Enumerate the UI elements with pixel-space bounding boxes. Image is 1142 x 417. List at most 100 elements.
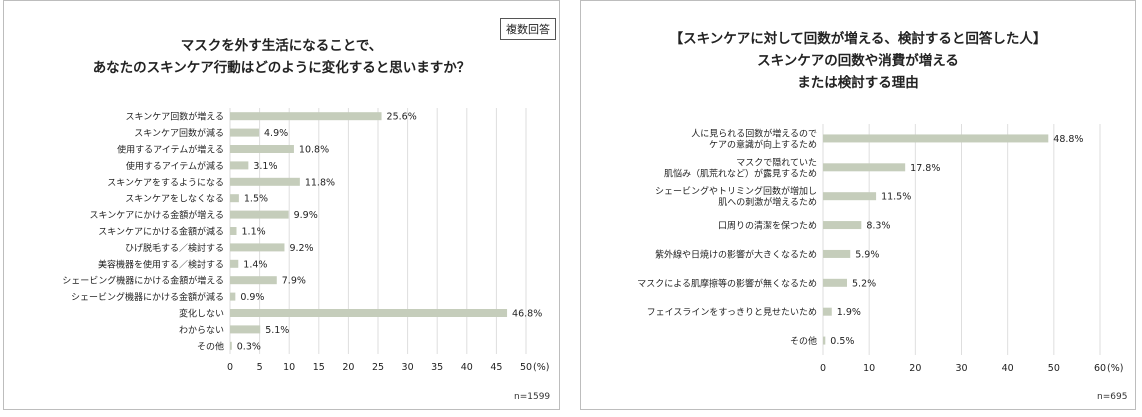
- category-label: シェービング機器にかける金額が減る: [71, 291, 224, 303]
- sample-size-label-left: n=1599: [514, 392, 551, 402]
- category-label: スキンケアをしなくなる: [125, 194, 224, 205]
- category-label: フェイスラインをすっきりと見せたいため: [647, 307, 817, 318]
- bar: [823, 336, 826, 345]
- x-unit-label: (%): [1107, 363, 1123, 374]
- bar: [230, 276, 277, 285]
- x-tick-label: 40: [461, 362, 473, 373]
- x-tick-label: 45: [490, 362, 502, 373]
- chart-title-right-line-2: スキンケアの回数や消費が増える: [757, 53, 959, 69]
- category-label: 紫外線や日焼けの影響が大きくなるため: [655, 248, 817, 260]
- x-tick-label: 60: [1094, 363, 1106, 374]
- data-label: 9.9%: [294, 210, 318, 221]
- chart-panel-right: 【スキンケアに対して回数が増える、検討すると回答した人】 スキンケアの回数や消費…: [580, 0, 1136, 410]
- bar: [230, 292, 236, 301]
- bar: [823, 278, 848, 287]
- data-label: 0.5%: [830, 336, 854, 347]
- data-label: 48.8%: [1053, 134, 1083, 145]
- data-label: 5.9%: [855, 249, 879, 260]
- data-label: 10.8%: [299, 145, 329, 156]
- bar: [230, 194, 239, 203]
- bar: [823, 221, 862, 230]
- category-label: スキンケア回数が減る: [134, 127, 224, 139]
- x-tick-label: 40: [1002, 363, 1014, 374]
- category-label: シェービング機器にかける金額が増える: [62, 275, 224, 287]
- data-label: 8.3%: [866, 221, 890, 232]
- category-label: 美容機器を使用する／検討する: [98, 258, 224, 270]
- category-label: ひげ脱毛する／検討する: [125, 242, 224, 254]
- data-label: 11.5%: [881, 192, 911, 203]
- bar: [823, 249, 851, 258]
- data-label: 9.2%: [289, 243, 313, 254]
- bar: [823, 163, 906, 172]
- x-tick-label: 0: [820, 363, 826, 374]
- data-label: 1.9%: [837, 307, 861, 318]
- bar: [230, 325, 261, 334]
- x-tick-label: 15: [313, 362, 325, 373]
- x-tick-label: 35: [431, 362, 443, 373]
- bar: [230, 259, 239, 268]
- data-label: 46.8%: [512, 309, 542, 320]
- x-tick-label: 50: [520, 362, 532, 373]
- multiple-answer-badge: 複数回答: [500, 18, 556, 40]
- chart-title-right: 【スキンケアに対して回数が増える、検討すると回答した人】 スキンケアの回数や消費…: [581, 28, 1135, 94]
- data-label: 0.3%: [237, 341, 261, 352]
- bar-chart-left: 0 5 10 15 20 25 30 35 40 45 50 (%) 25.6% スキンケア回数が増える 4…: [62, 108, 549, 373]
- category-label: スキンケア回数が増える: [126, 111, 224, 123]
- bar: [823, 192, 877, 201]
- data-label: 5.2%: [852, 278, 876, 289]
- data-label: 5.1%: [265, 325, 289, 336]
- bar: [230, 145, 294, 153]
- data-label: 7.9%: [282, 276, 306, 287]
- data-label: 1.1%: [242, 227, 266, 238]
- chart-title-left-line-1: マスクを外す生活になることで、: [180, 38, 383, 54]
- category-label: 口周りの清潔を保つため: [718, 220, 817, 232]
- x-tick-label: 30: [402, 362, 414, 373]
- x-tick-label: 5: [257, 362, 263, 373]
- bar-chart-right: 0 10 20 30 40 50 60 (%) 48.8% 人に見られる回数が増えるのでケアの意識…: [637, 124, 1123, 374]
- bar: [230, 210, 289, 219]
- x-tick-label: 30: [955, 363, 967, 374]
- bar: [230, 128, 260, 137]
- x-tick-label: 25: [372, 362, 384, 373]
- bar: [230, 243, 285, 252]
- category-label: スキンケアにかける金額が増える: [90, 209, 224, 221]
- bar: [230, 177, 300, 186]
- category-label: 使用するアイテムが増える: [117, 144, 224, 156]
- category-label: その他: [790, 335, 817, 347]
- bar: [230, 341, 232, 350]
- category-label: スキンケアにかける金額が減る: [98, 226, 224, 238]
- category-label: 使用するアイテムが減る: [126, 160, 224, 172]
- x-tick-label: 10: [283, 362, 295, 373]
- category-label: シェービングやトリミング回数が増加し肌への刺激が増えるため: [655, 185, 817, 208]
- bar: [230, 227, 237, 235]
- category-label: マスクで隠れていた肌悩み（肌荒れなど）が露見するため: [664, 156, 817, 179]
- category-label: わからない: [179, 325, 224, 336]
- data-label: 1.5%: [244, 194, 268, 205]
- bar: [823, 134, 1049, 143]
- category-label: スキンケアをするようになる: [107, 177, 224, 188]
- bar: [230, 161, 249, 170]
- chart-title-left-line-2: あなたのスキンケア行動はどのように変化すると思いますか？: [92, 60, 471, 76]
- bar: [823, 307, 832, 316]
- x-tick-label: 0: [227, 362, 233, 373]
- x-tick-label: 20: [342, 362, 354, 373]
- data-label: 4.9%: [264, 128, 288, 139]
- category-label: マスクによる肌摩擦等の影響が無くなるため: [637, 277, 817, 289]
- chart-title-right-line-3: または検討する理由: [797, 75, 919, 91]
- x-tick-label: 10: [863, 363, 875, 374]
- category-label: 変化しない: [179, 308, 224, 320]
- chart-panel-left: 複数回答 マスクを外す生活になることで、 あなたのスキンケア行動はどのように変化…: [3, 0, 560, 410]
- category-label: 人に見られる回数が増えるのでケアの意識が向上するため: [691, 127, 817, 150]
- x-tick-label: 20: [909, 363, 921, 374]
- category-label: その他: [197, 340, 224, 352]
- x-tick-label: 50: [1048, 363, 1060, 374]
- bar: [230, 112, 382, 121]
- data-label: 11.8%: [305, 177, 335, 188]
- data-label: 25.6%: [387, 112, 417, 123]
- bar: [230, 309, 508, 317]
- data-label: 0.9%: [240, 292, 264, 303]
- data-label: 17.8%: [910, 163, 940, 174]
- chart-title-left: マスクを外す生活になることで、 あなたのスキンケア行動はどのように変化すると思い…: [4, 35, 559, 79]
- data-label: 3.1%: [253, 161, 277, 172]
- sample-size-label-right: n=695: [1097, 392, 1128, 402]
